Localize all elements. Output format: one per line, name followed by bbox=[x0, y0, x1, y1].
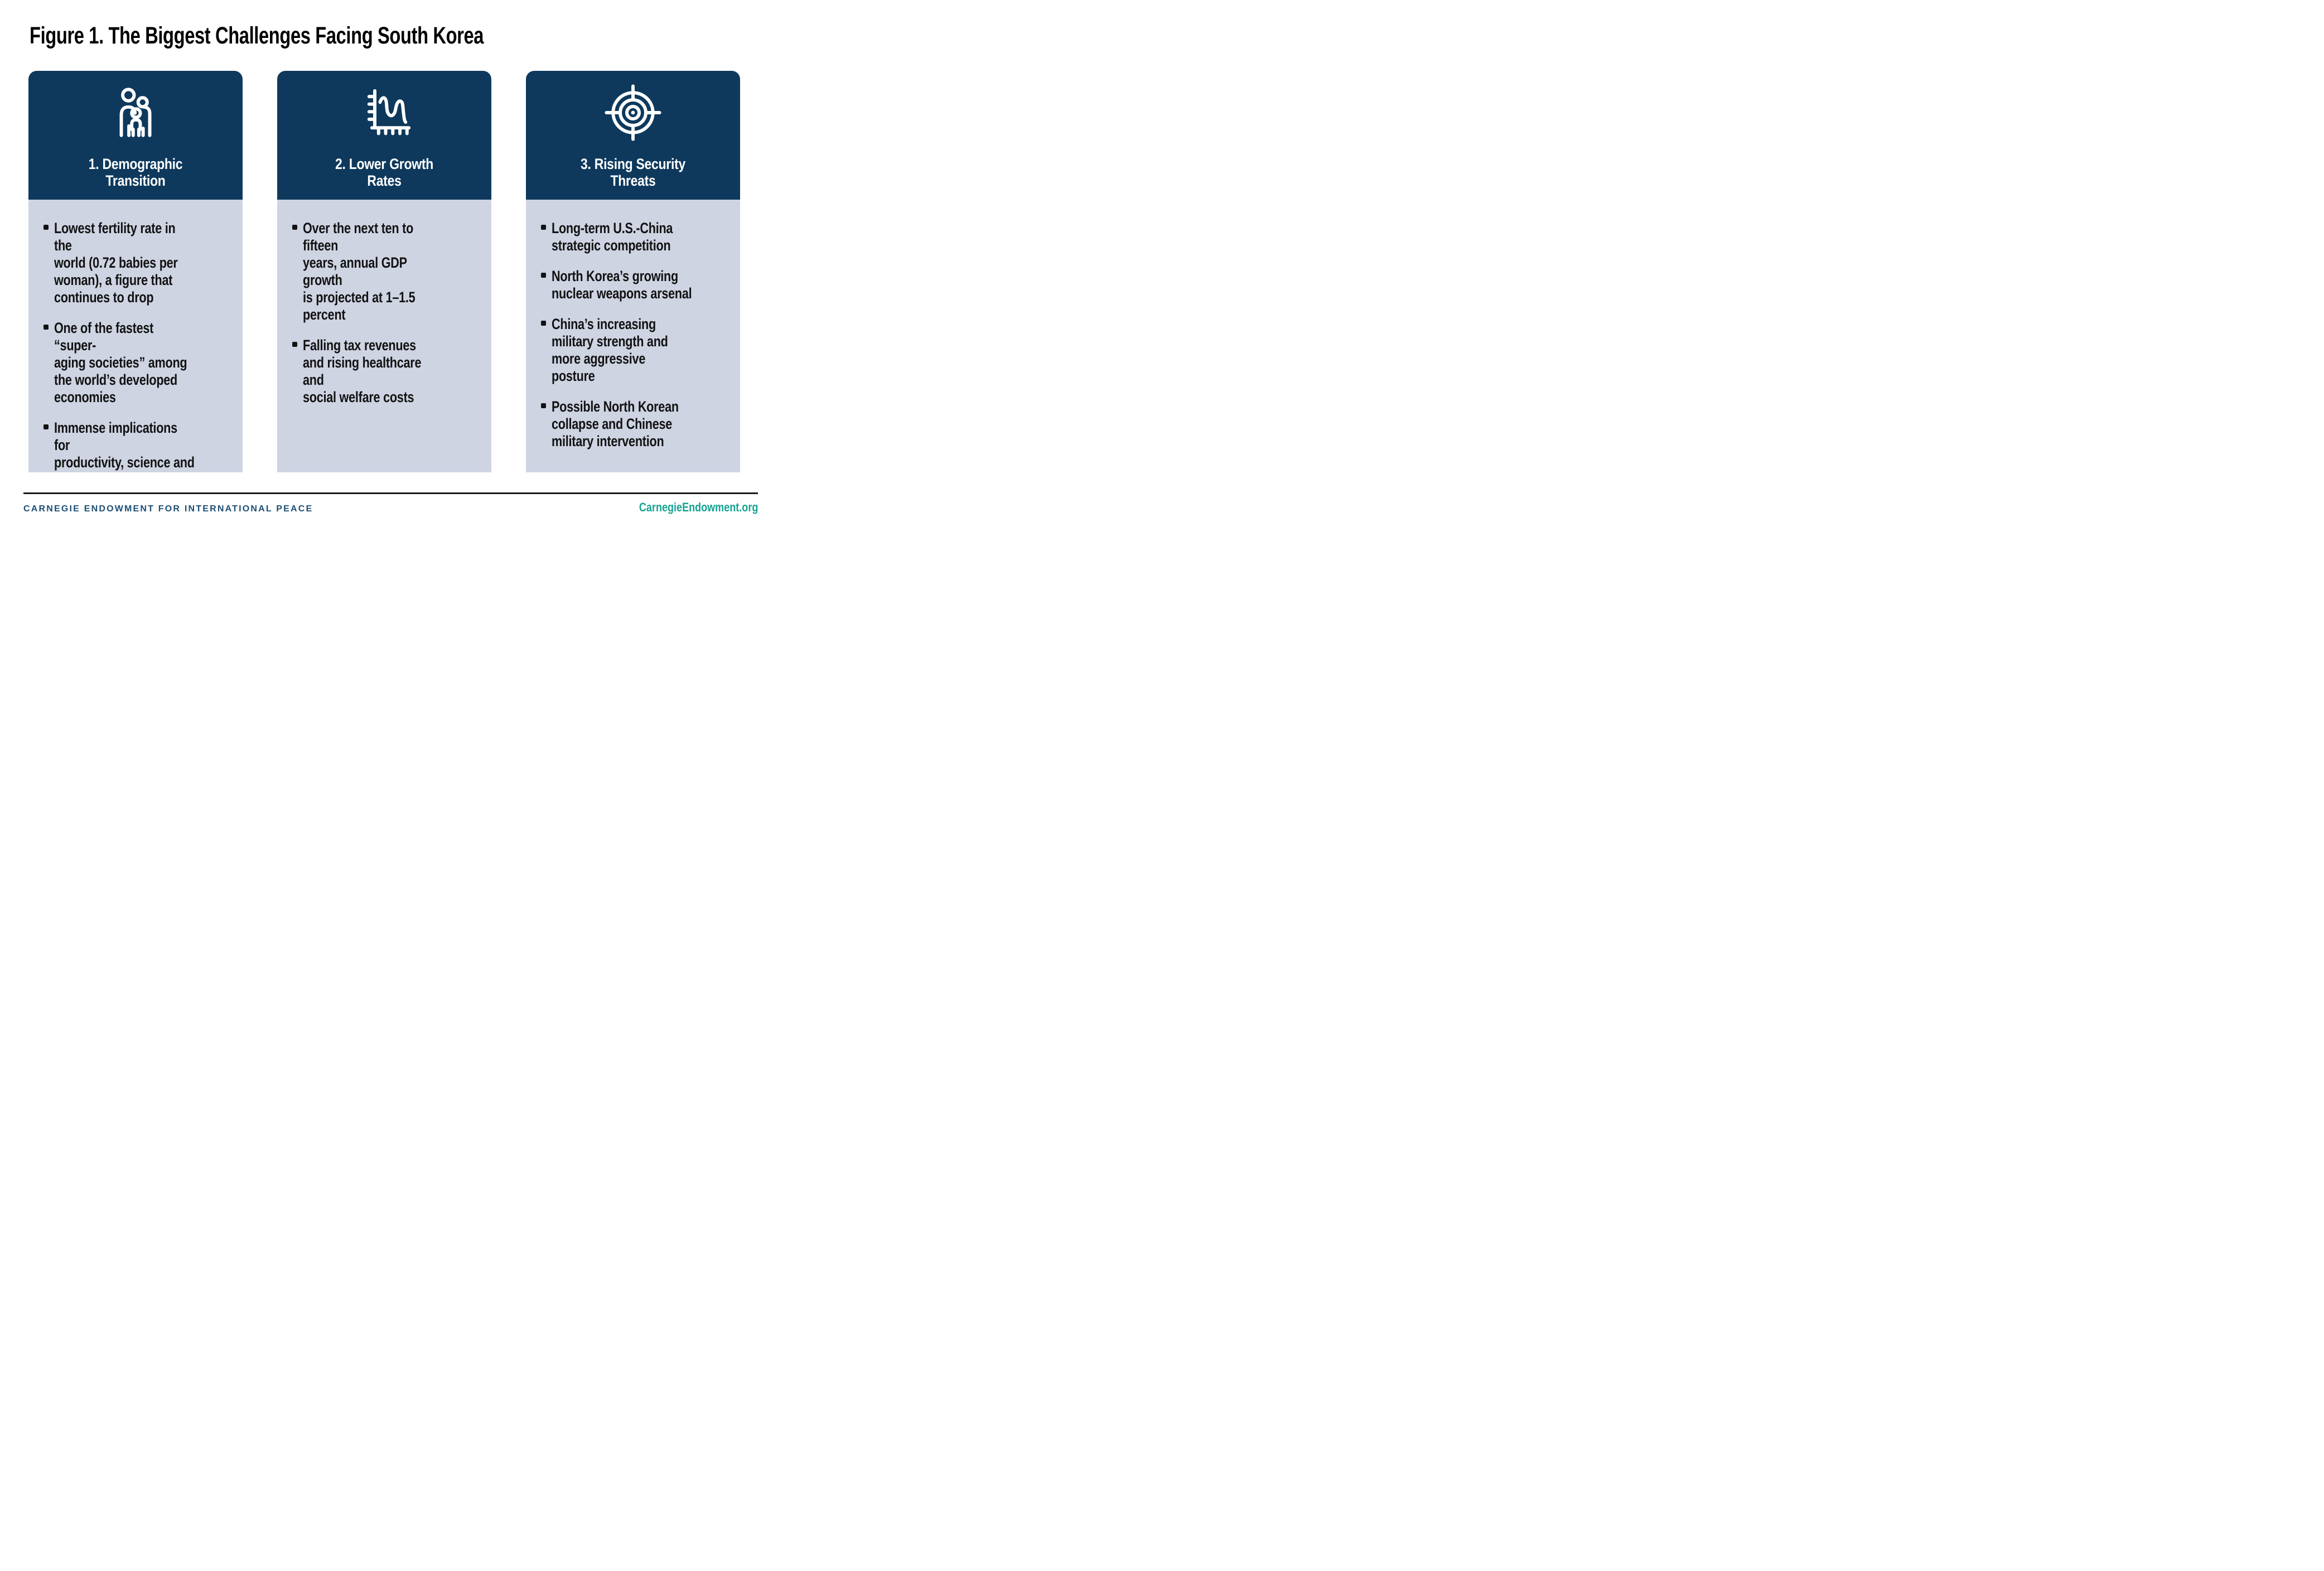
bullet-text: Immense implications for productivity, s… bbox=[54, 419, 195, 472]
figure-canvas: Figure 1. The Biggest Challenges Facing … bbox=[0, 0, 775, 524]
bullet-item: One of the fastest “super- aging societi… bbox=[44, 320, 231, 406]
family-icon bbox=[107, 84, 164, 141]
bullet-text: Falling tax revenues and rising healthca… bbox=[303, 337, 422, 405]
bullet-marker bbox=[541, 321, 546, 326]
footer-website-link[interactable]: CarnegieEndowment.org bbox=[639, 500, 758, 514]
bullet-text: Lowest fertility rate in the world (0.72… bbox=[54, 220, 178, 306]
footer: CARNEGIE ENDOWMENT FOR INTERNATIONAL PEA… bbox=[23, 500, 758, 515]
bullet-text: China’s increasing military strength and… bbox=[552, 316, 668, 384]
card-demographic-transition: 1. Demographic Transition Lowest fertili… bbox=[28, 71, 243, 472]
card-header: 3. Rising Security Threats bbox=[526, 71, 740, 200]
card-rising-security-threats: 3. Rising Security Threats Long-term U.S… bbox=[526, 71, 740, 472]
card-title: 2. Lower Growth Rates bbox=[335, 156, 433, 189]
card-header: 1. Demographic Transition bbox=[28, 71, 243, 200]
card-title: 1. Demographic Transition bbox=[88, 156, 183, 189]
cards-row: 1. Demographic Transition Lowest fertili… bbox=[28, 71, 740, 472]
bullet-marker bbox=[44, 225, 49, 230]
bullet-item: North Korea’s growing nuclear weapons ar… bbox=[541, 268, 729, 302]
footer-org-name: CARNEGIE ENDOWMENT FOR INTERNATIONAL PEA… bbox=[23, 504, 313, 514]
bullet-marker bbox=[541, 403, 546, 408]
bullet-marker bbox=[292, 225, 297, 230]
bullet-marker bbox=[541, 273, 546, 278]
bullet-marker bbox=[541, 225, 546, 230]
card-body: Lowest fertility rate in the world (0.72… bbox=[28, 200, 243, 472]
bullet-text: Long-term U.S.-China strategic competiti… bbox=[552, 220, 673, 254]
bullet-item: China’s increasing military strength and… bbox=[541, 316, 729, 385]
bullet-item: Long-term U.S.-China strategic competiti… bbox=[541, 220, 729, 254]
bullet-marker bbox=[44, 325, 49, 330]
bullet-text: Over the next ten to fifteen years, annu… bbox=[303, 220, 415, 323]
bullet-text: North Korea’s growing nuclear weapons ar… bbox=[552, 268, 692, 302]
bullet-item: Falling tax revenues and rising healthca… bbox=[292, 337, 480, 406]
card-header: 2. Lower Growth Rates bbox=[277, 71, 491, 200]
card-lower-growth-rates: 2. Lower Growth Rates Over the next ten … bbox=[277, 71, 491, 472]
card-body: Over the next ten to fifteen years, annu… bbox=[277, 200, 491, 472]
card-title: 3. Rising Security Threats bbox=[580, 156, 686, 189]
declining-line-chart-icon bbox=[356, 84, 413, 141]
card-body: Long-term U.S.-China strategic competiti… bbox=[526, 200, 740, 472]
figure-title: Figure 1. The Biggest Challenges Facing … bbox=[30, 22, 484, 49]
bullet-item: Over the next ten to fifteen years, annu… bbox=[292, 220, 480, 323]
bullet-text: Possible North Korean collapse and Chine… bbox=[552, 398, 679, 449]
bullet-text: One of the fastest “super- aging societi… bbox=[54, 320, 187, 405]
target-icon bbox=[605, 84, 661, 141]
bullet-item: Lowest fertility rate in the world (0.72… bbox=[44, 220, 231, 306]
bullet-item: Immense implications for productivity, s… bbox=[44, 419, 231, 472]
bullet-item: Possible North Korean collapse and Chine… bbox=[541, 398, 729, 450]
bullet-marker bbox=[292, 342, 297, 347]
footer-divider bbox=[23, 492, 758, 494]
bullet-marker bbox=[44, 424, 49, 429]
